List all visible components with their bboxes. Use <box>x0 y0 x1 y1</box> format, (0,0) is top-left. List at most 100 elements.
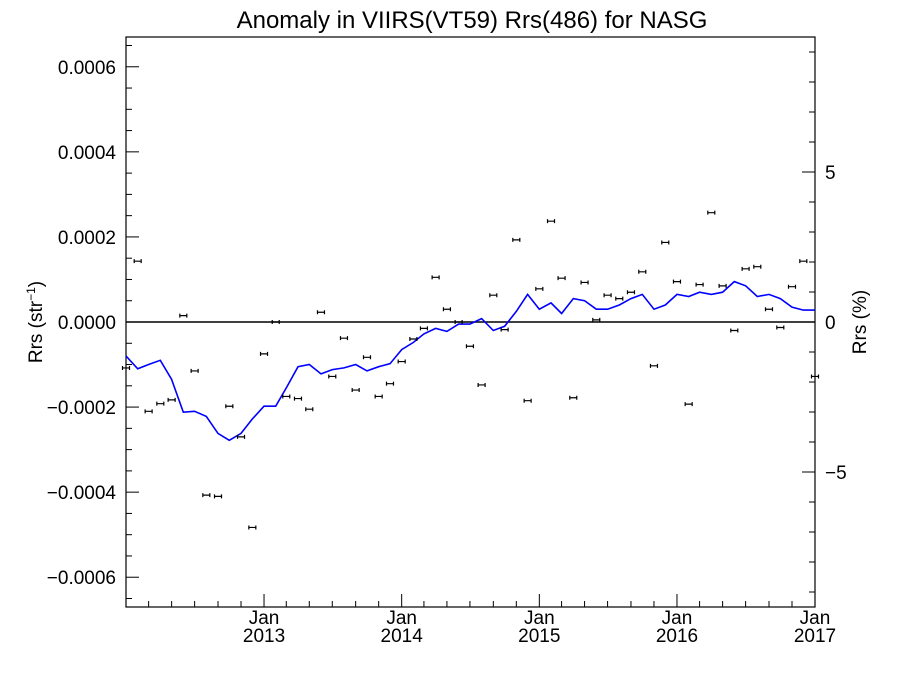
chart-title: Anomaly in VIIRS(VT59) Rrs(486) for NASG <box>237 7 708 34</box>
x-tick-year: 2014 <box>381 626 424 647</box>
error-bar-mark <box>753 264 762 269</box>
error-bar-mark <box>236 434 246 439</box>
error-bar-mark <box>776 325 785 330</box>
anomaly-point <box>454 320 463 324</box>
anomaly-point <box>569 395 578 400</box>
anomaly-point <box>661 240 670 245</box>
anomaly-point <box>248 525 257 530</box>
error-bar-mark <box>454 320 463 324</box>
error-bar-mark <box>557 276 566 281</box>
anomaly-point <box>512 237 521 242</box>
anomaly-point <box>615 296 624 301</box>
anomaly-point <box>477 382 486 387</box>
anomaly-point <box>179 313 188 318</box>
error-bar-mark <box>409 337 418 342</box>
anomaly-point <box>707 210 716 215</box>
error-bar-mark <box>695 282 704 287</box>
error-bar-mark <box>649 363 659 368</box>
error-bar-mark <box>328 374 337 379</box>
error-bar-mark <box>362 355 372 360</box>
anomaly-point <box>580 280 589 285</box>
anomaly-point <box>385 381 395 386</box>
anomaly-point <box>236 434 246 439</box>
x-tick-year: 2016 <box>656 626 698 647</box>
y2-tick-label: 0 <box>825 313 836 334</box>
anomaly-point <box>167 397 176 402</box>
error-bar-mark <box>202 493 211 498</box>
error-bar-mark <box>580 280 589 285</box>
anomaly-point <box>362 355 372 360</box>
error-bar-mark <box>339 336 349 341</box>
error-bar-mark <box>741 266 750 271</box>
anomaly-point <box>419 326 429 331</box>
anomaly-point <box>351 388 360 393</box>
error-bar-mark <box>133 259 142 264</box>
anomaly-point <box>799 259 808 264</box>
right-y-axis: 5 0 −5 <box>802 51 847 593</box>
error-bar-mark <box>603 293 612 298</box>
error-bar-mark <box>592 317 601 322</box>
anomaly-point <box>500 327 509 332</box>
anomaly-point <box>409 337 418 342</box>
x-tick-month: Jan <box>524 608 555 629</box>
anomaly-point <box>741 266 750 271</box>
anomaly-point <box>225 404 234 409</box>
error-bar-mark <box>718 283 727 288</box>
error-bar-mark <box>615 296 624 301</box>
anomaly-point <box>144 409 153 414</box>
error-bar-mark <box>305 407 314 412</box>
x-tick-year: 2017 <box>794 626 836 647</box>
y2-axis-label: Rrs (%) <box>850 290 871 354</box>
error-bar-mark <box>156 401 165 406</box>
error-bar-mark <box>569 395 578 400</box>
y-axis-label-text: Rrs (str <box>26 300 47 363</box>
error-bar-mark <box>661 240 670 245</box>
anomaly-point <box>328 374 337 379</box>
error-bar-mark <box>225 404 234 409</box>
x-tick-year: 2015 <box>518 626 560 647</box>
error-bar-mark <box>512 237 521 242</box>
y-tick-label: 0.0002 <box>58 228 116 249</box>
error-bar-mark <box>626 290 636 295</box>
y-tick-label: 0.0004 <box>58 143 117 164</box>
anomaly-point <box>695 282 704 287</box>
error-bar-mark <box>190 368 199 373</box>
anomaly-point <box>156 401 165 406</box>
anomaly-point <box>397 359 406 364</box>
y-tick-label: 0.0000 <box>58 313 116 334</box>
y-axis-label-close: ) <box>26 281 47 287</box>
error-bar-mark <box>431 275 440 280</box>
error-bar-mark <box>442 307 452 312</box>
error-bar-mark <box>730 328 739 333</box>
anomaly-point <box>259 351 269 356</box>
error-bar-mark <box>500 327 509 332</box>
anomaly-point <box>202 493 211 498</box>
error-bar-mark <box>546 219 556 224</box>
error-bar-mark <box>799 259 808 264</box>
anomaly-point <box>546 219 556 224</box>
anomaly-point <box>442 307 452 312</box>
error-bar-mark <box>523 398 532 403</box>
error-bar-mark <box>213 494 223 499</box>
error-bar-mark <box>179 313 188 318</box>
y-axis-label: Rrs (str−1) <box>24 281 47 363</box>
error-bar-mark <box>144 409 153 414</box>
error-bar-mark <box>282 394 291 399</box>
error-bar-mark <box>316 310 326 315</box>
left-y-axis: 0.0006 0.0004 0.0002 0.0000 −0.0002 −0.0004 −0… <box>47 45 139 599</box>
x-tick-month: Jan <box>386 608 417 629</box>
anomaly-point <box>753 264 762 269</box>
x-tick-month: Jan <box>662 608 693 629</box>
y2-tick-label: −5 <box>825 463 847 484</box>
error-bar-mark <box>465 344 475 349</box>
error-bar-mark <box>259 351 269 356</box>
anomaly-point <box>535 286 544 291</box>
anomaly-mean-line <box>125 280 815 442</box>
error-bar-mark <box>121 365 131 370</box>
error-bar-mark <box>638 269 647 274</box>
anomaly-point <box>787 284 797 289</box>
anomaly-point <box>603 293 612 298</box>
error-bar-mark <box>351 388 360 393</box>
